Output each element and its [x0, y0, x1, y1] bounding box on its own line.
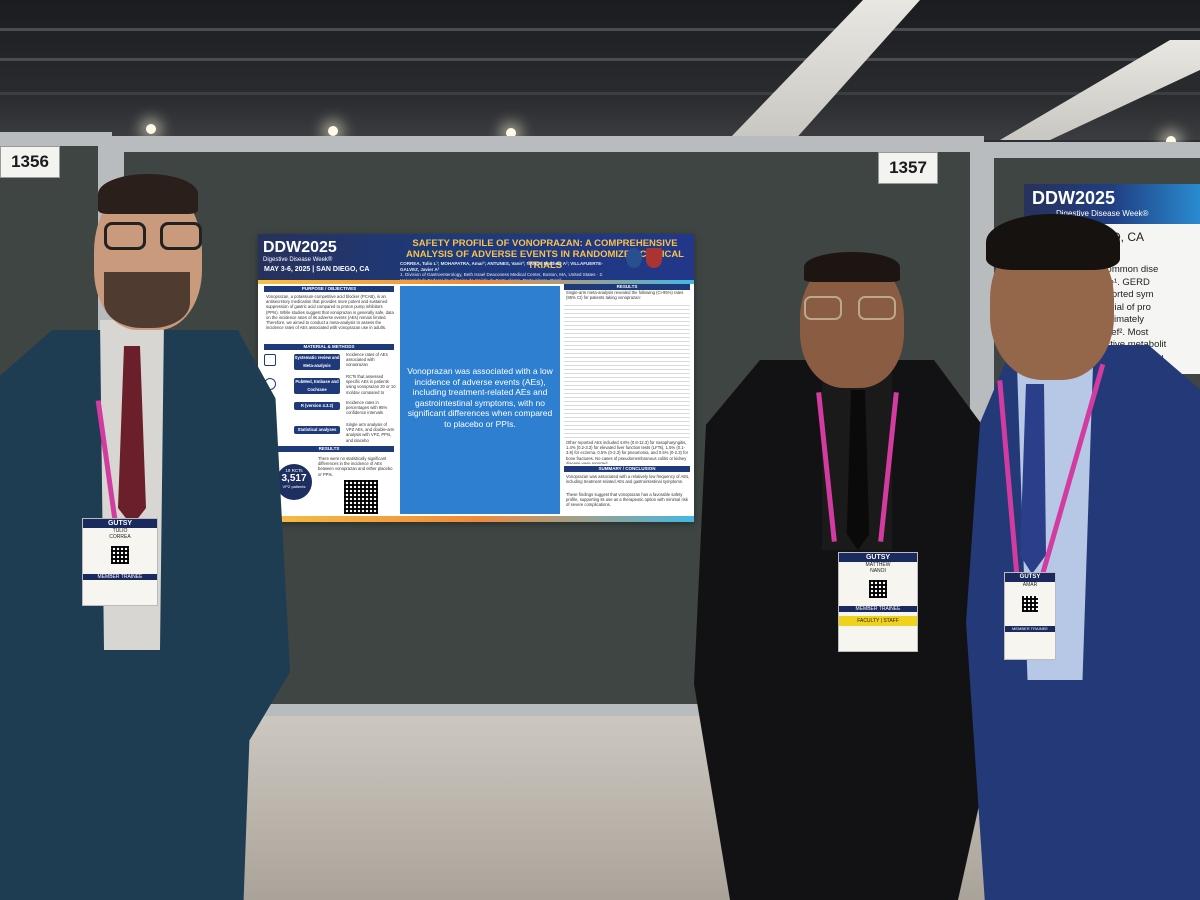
badge-role: MEMBER TRAINEE — [839, 606, 917, 612]
poster: DDW2025 Digestive Disease Week® MAY 3-6,… — [258, 234, 694, 522]
badge-first-name: MATTHEW — [865, 562, 891, 568]
section-results-heading-left: RESULTS — [264, 446, 394, 452]
badge-program: GUTSY — [1005, 573, 1055, 582]
section-summary-heading: SUMMARY / CONCLUSION — [564, 466, 690, 472]
qr-code[interactable] — [344, 480, 378, 514]
badge-role: MEMBER TRAINEE — [1005, 626, 1055, 632]
section-methods-heading: MATERIAL & METHODS — [264, 344, 394, 350]
right-poster-logo-sub: Digestive Disease Week® — [1056, 209, 1149, 218]
poster-stripe — [258, 280, 694, 284]
harvard-crest-icon — [646, 248, 662, 268]
method-pill-2: PubMed, Embase and Cochrane — [294, 378, 340, 394]
badge-first-name: TULIO — [112, 528, 128, 534]
name-badge-left: GUTSY TULIO CORREA MEMBER TRAINEE — [82, 518, 158, 606]
method-pill-4: Statistical analyses — [294, 426, 340, 434]
method-note-4: Single arm analysis of VPZ AEs, and doub… — [346, 422, 395, 442]
key-message-panel — [400, 286, 560, 514]
glasses-icon — [804, 296, 896, 322]
method-note-3: Incidence rates in percentages with 95% … — [346, 400, 388, 414]
ceiling-light — [1166, 136, 1176, 146]
person-center-tie — [846, 390, 870, 550]
patients-count: 3,517 — [281, 473, 307, 484]
methods-list: Systematic review and Meta-analysis Inci… — [264, 352, 396, 444]
results-right-intro: Single-arm meta-analysis revealed the fo… — [566, 290, 684, 300]
glasses-icon — [104, 222, 202, 250]
badge-qr — [869, 580, 887, 598]
badge-last-name: NANOI — [870, 568, 886, 574]
poster-logo-main: DDW2025 — [263, 239, 337, 256]
purpose-text: Vonoprazan, a potassium-competitive acid… — [266, 294, 394, 331]
poster-author-list: CORREA, Tulio L¹; MOHAPATRA, Amar²; ANTU… — [400, 261, 603, 272]
summary-2: These findings suggest that vonoprazan h… — [566, 492, 688, 508]
method-pill-1: Systematic review and Meta-analysis — [294, 354, 340, 370]
person-left-beard — [104, 272, 190, 328]
section-purpose-heading: PURPOSE / OBJECTIVES — [264, 286, 394, 292]
method-pill-3: R (version 4.3.2) — [294, 402, 340, 410]
university-seal-icon — [626, 248, 642, 268]
method-note-2: RCTs that assessed specific AEs in patie… — [346, 374, 396, 394]
patients-label: VPZ patients — [282, 484, 306, 489]
ceiling-truss — [0, 92, 1200, 95]
rcts-circle: 19 RCTs 3,517 VPZ patients — [276, 464, 312, 500]
poster-footer-stripe — [258, 516, 694, 522]
summary-1: Vonoprazan was associated with a relativ… — [566, 474, 690, 485]
ceiling — [0, 0, 1200, 140]
poster-logo: DDW2025 Digestive Disease Week® — [263, 239, 361, 263]
person-left-hair — [98, 174, 198, 214]
person-right-hair — [986, 214, 1120, 270]
results-table — [564, 302, 690, 438]
results-right-other: Other reported AEs included 4.8% (0.8-12… — [566, 440, 688, 464]
ceiling-light — [328, 126, 338, 136]
results-left-text: There were no statistically significant … — [318, 456, 393, 477]
poster-title: SAFETY PROFILE OF VONOPRAZAN: A COMPREHE… — [406, 238, 684, 271]
badge-ribbon: FACULTY | STAFF — [839, 616, 917, 626]
badge-program: GUTSY — [83, 519, 157, 528]
ceiling-truss — [0, 28, 1200, 31]
person-center-hair — [804, 252, 900, 282]
badge-qr — [1022, 596, 1038, 612]
key-message-text: Vonoprazan was associated with a low inc… — [407, 366, 553, 429]
badge-role: MEMBER TRAINEE — [83, 574, 157, 580]
badge-program: GUTSY — [839, 553, 917, 562]
section-results-heading-right: RESULTS — [564, 284, 690, 290]
document-icon — [264, 354, 276, 366]
name-badge-right: GUTSY AMAR MEMBER TRAINEE — [1004, 572, 1056, 660]
poster-logo-sub: Digestive Disease Week® — [263, 257, 333, 263]
right-poster-logo: DDW2025 — [1032, 188, 1116, 208]
poster-header — [258, 234, 694, 280]
poster-date: MAY 3-6, 2025 | SAN DIEGO, CA — [264, 266, 370, 273]
method-note-1: Incidence rates of AEs associated with v… — [346, 352, 388, 366]
badge-first-name: AMAR — [1022, 582, 1038, 588]
ceiling-light — [146, 124, 156, 134]
rcts-label: 19 RCTs — [285, 468, 303, 473]
badge-last-name: CORREA — [109, 534, 131, 540]
ceiling-light — [506, 128, 516, 138]
badge-qr — [111, 546, 129, 564]
booth-number-1356: 1356 — [0, 146, 60, 178]
ceiling-truss — [0, 58, 1200, 61]
booth-number-1357: 1357 — [878, 152, 938, 184]
name-badge-center: GUTSY MATTHEW NANOI MEMBER TRAINEE FACUL… — [838, 552, 918, 652]
